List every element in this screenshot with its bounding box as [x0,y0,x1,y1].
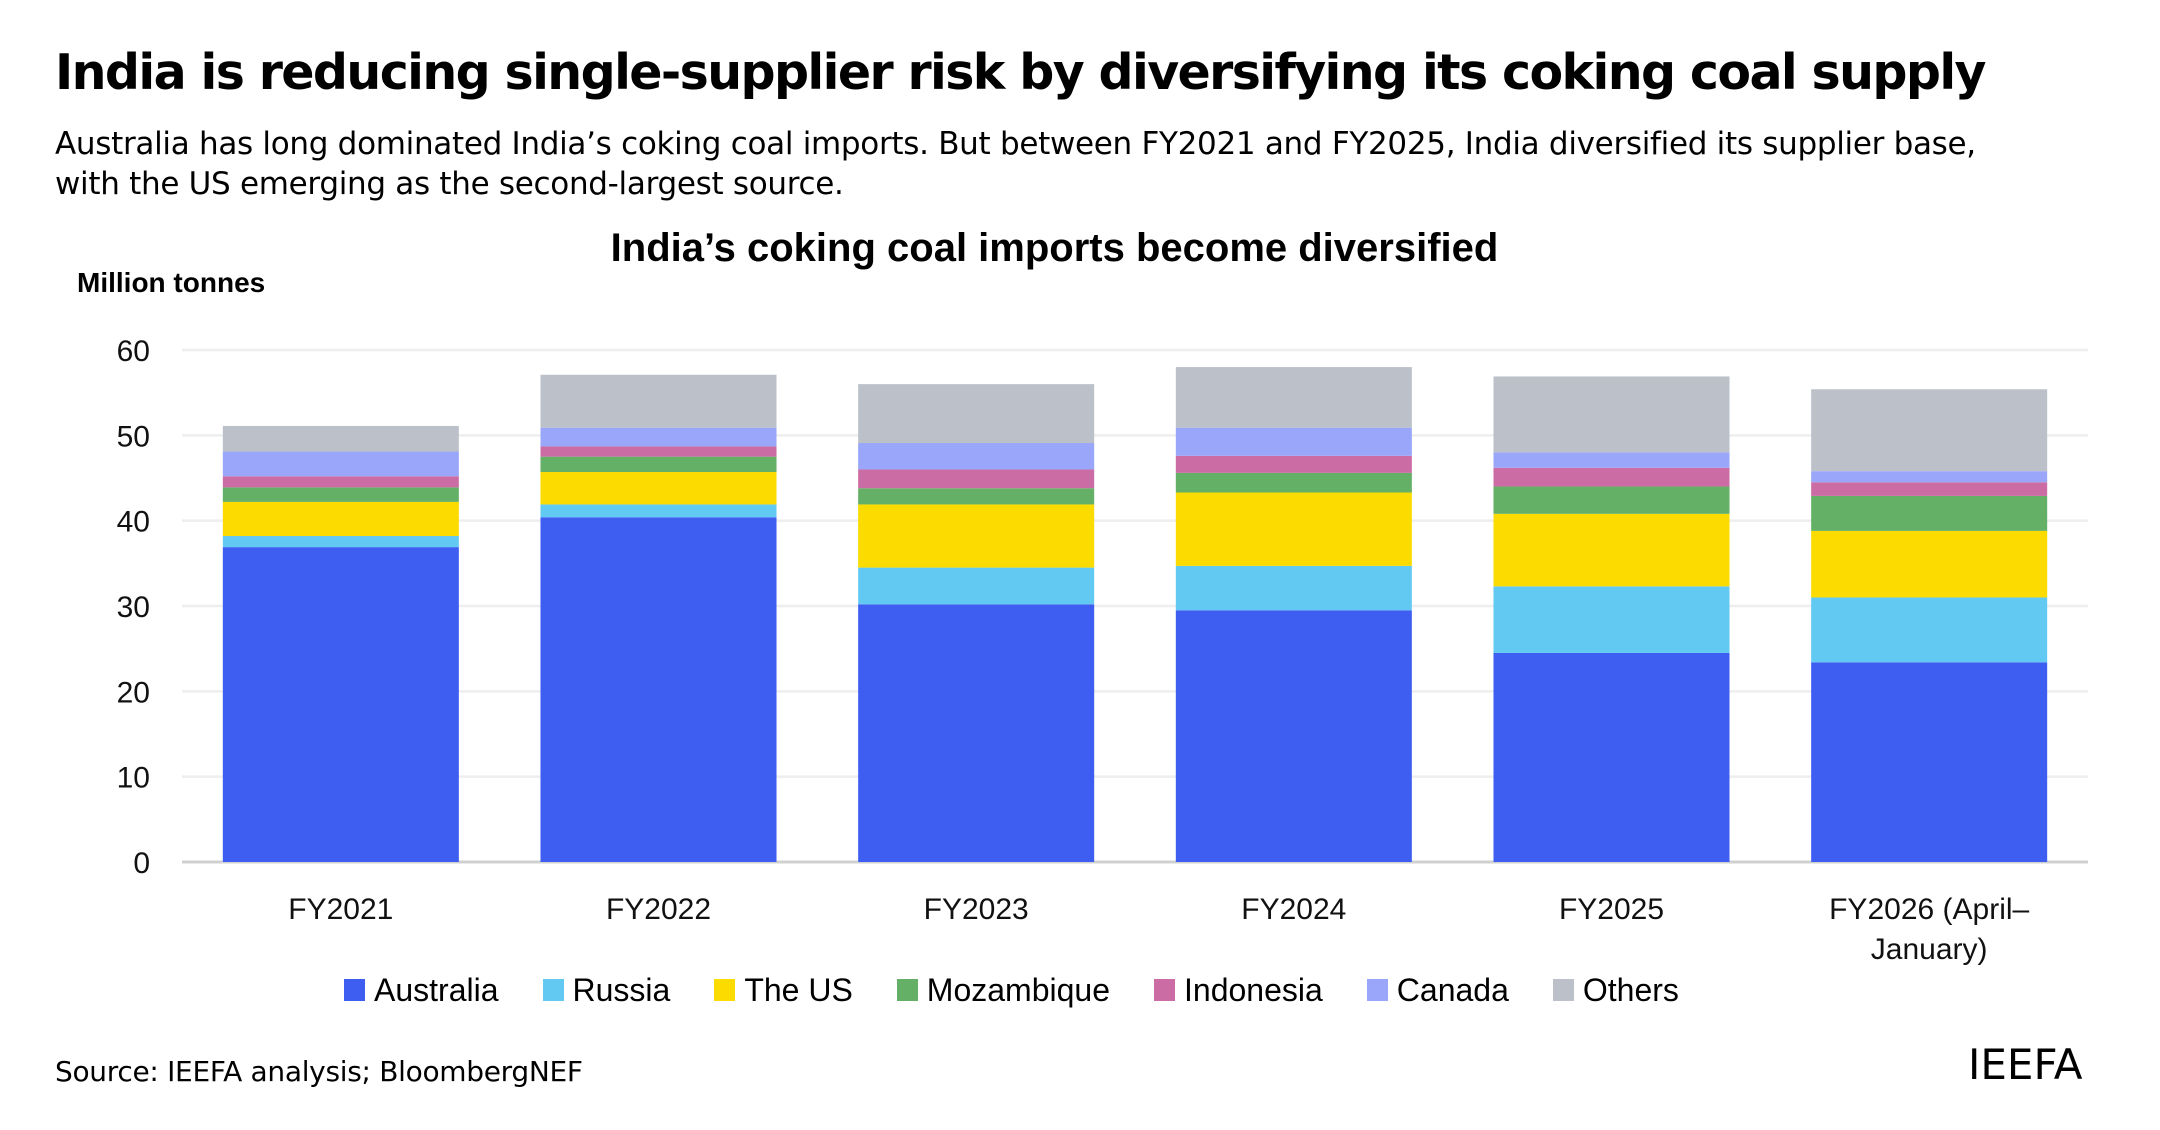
legend-label: Australia [374,972,499,1008]
y-tick-label: 0 [133,847,150,880]
bar-segment-australia [222,547,459,862]
legend-label: Others [1582,972,1679,1008]
legend-item-others: Others [1552,972,1679,1008]
legend-item-indonesia: Indonesia [1154,972,1323,1008]
bar-segment-the-us [1175,492,1412,566]
bar-segment-russia [540,504,777,518]
bar-segment-others [222,425,459,452]
bar-segment-mozambique [858,488,1095,505]
bar-segment-mozambique [222,487,459,502]
x-tick-label: FY2021 [288,893,393,926]
bar-segment-indonesia [1175,455,1412,473]
legend-swatch [344,979,365,1001]
bar-stack [1493,376,1730,862]
legend-label: The US [744,972,853,1008]
bar-stack [540,374,777,862]
source-note: Source: IEEFA analysis; BloombergNEF [55,1055,583,1088]
legend-swatch [542,979,564,1001]
x-tick-label: FY2026 (April– [1829,893,2029,926]
bar-segment-mozambique [1175,472,1412,493]
bar-segment-mozambique [540,456,777,473]
bar-segment-australia [1811,662,2048,862]
subtitle: Australia has long dominated India’s cok… [55,126,1976,202]
bar-segment-indonesia [1493,467,1730,487]
bar-segment-indonesia [222,476,459,488]
bar-segment-others [858,384,1095,444]
x-tick-label: FY2025 [1559,893,1664,926]
bar-segment-indonesia [1811,482,2048,496]
y-tick-label: 40 [117,506,150,539]
legend-item-australia: Australia [344,972,499,1008]
legend-swatch [1366,979,1388,1001]
bar-segment-russia [222,536,459,548]
y-tick-label: 30 [117,591,150,624]
legend-label: Mozambique [926,972,1110,1008]
bar-segment-mozambique [1493,486,1730,514]
legend-swatch [1552,979,1574,1001]
y-axis-label: Million tonnes [77,267,266,298]
bar-segment-canada [540,427,777,447]
bars [222,367,2048,862]
bar-segment-australia [540,517,777,862]
x-tick-label: FY2022 [606,893,711,926]
bar-segment-russia [1811,597,2048,663]
bar-segment-indonesia [858,469,1095,489]
bar-segment-canada [858,443,1095,470]
bar-segment-the-us [1493,513,1730,587]
bar-stack [222,425,459,862]
legend-item-the-us: The US [714,972,853,1008]
legend: Australia Russia The US Mozambique Indonesia… [344,972,1723,1008]
bar-segment-australia [858,604,1095,862]
legend-swatch [1154,979,1175,1001]
legend-item-canada: Canada [1366,972,1509,1008]
x-tick-label: FY2024 [1241,893,1346,926]
x-tick-label: FY2023 [924,893,1029,926]
x-axis-ticks: FY2021 FY2022 FY2023 FY2024 FY2025 FY2026 (Ap… [288,893,2029,966]
bar-segment-australia [1493,652,1730,862]
chart-title: India’s coking coal imports become diver… [610,226,1499,270]
y-tick-label: 50 [117,420,150,453]
bar-segment-canada [1175,427,1412,456]
legend-label: Russia [572,972,671,1008]
legend-swatch [896,979,918,1001]
bar-segment-russia [858,567,1095,605]
bar-stack [1811,389,2048,862]
x-tick-label: January) [1871,933,1988,966]
y-axis-ticks: 0 10 20 30 40 50 60 [117,335,150,880]
bar-stack [858,384,1095,862]
bar-segment-russia [1493,586,1730,653]
legend-label: Indonesia [1184,972,1323,1008]
bar-segment-the-us [222,501,459,537]
bar-segment-canada [222,451,459,477]
ieefa-logo: IEEFA [1968,1040,2083,1089]
bar-stack [1175,367,1412,862]
bar-segment-russia [1175,565,1412,611]
bar-segment-others [540,374,777,428]
bar-segment-canada [1493,452,1730,468]
bar-segment-canada [1811,471,2048,483]
bar-segment-others [1175,367,1412,428]
y-tick-label: 20 [117,676,150,709]
bar-segment-others [1493,376,1730,453]
y-tick-label: 60 [117,335,150,368]
bar-segment-others [1811,389,2048,472]
bar-segment-indonesia [540,446,777,457]
legend-label: Canada [1396,972,1509,1008]
bar-segment-the-us [1811,530,2048,598]
bar-segment-the-us [540,472,777,505]
headline: India is reducing single-supplier risk b… [55,44,1987,101]
bar-segment-the-us [858,504,1095,568]
gridlines [182,348,2088,864]
legend-item-russia: Russia [542,972,671,1008]
y-tick-label: 10 [117,762,150,795]
legend-swatch [714,979,736,1001]
bar-segment-mozambique [1811,495,2048,531]
bar-segment-australia [1175,610,1412,862]
legend-item-mozambique: Mozambique [896,972,1110,1008]
